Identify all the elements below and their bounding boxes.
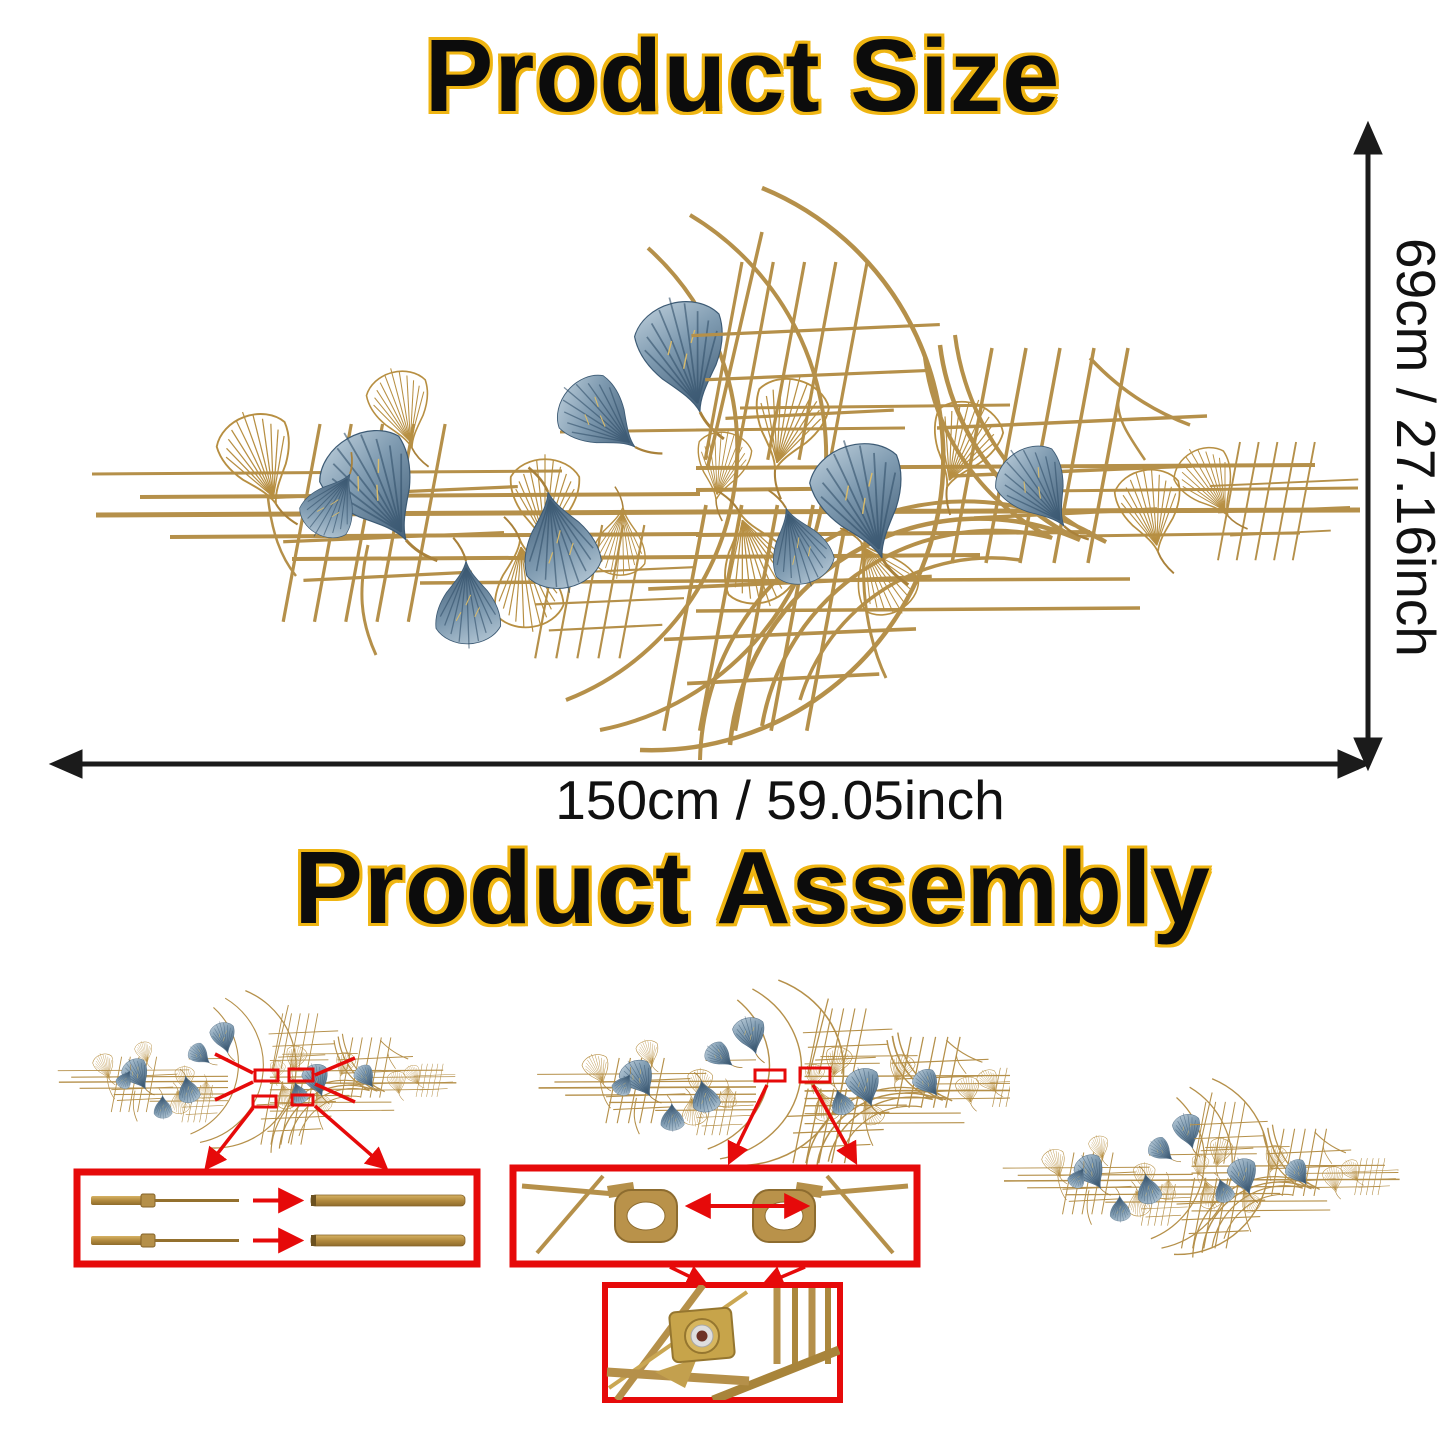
assembly-step2-image [509, 958, 1010, 1403]
arrow-up-icon [1353, 120, 1383, 155]
height-dimension-arrow [1353, 120, 1383, 772]
connector-highlight-boxes [753, 1066, 832, 1084]
arrow-right-icon [1337, 749, 1372, 779]
product-size-title: Product Size [424, 18, 1061, 133]
product-assembly-title: Product Assembly [294, 830, 1211, 945]
bolt-connection-detail-box [602, 1282, 843, 1403]
rod-pair-top [91, 1187, 466, 1214]
height-dimension-label: 69cm / 27.16inch [1385, 238, 1445, 657]
split-right-half [787, 999, 1010, 1173]
rod-connection-detail-box [73, 1168, 481, 1268]
red-pointer-lines [204, 1052, 389, 1171]
rod-pair-bottom [91, 1227, 466, 1254]
arrow-down-icon [1353, 737, 1383, 772]
product-image [40, 150, 1360, 790]
red-pointer-lines-lower [669, 1265, 806, 1288]
connector-highlight-boxes [251, 1067, 315, 1109]
width-dimension-arrow [48, 749, 1372, 779]
red-pointer-lines [727, 1084, 858, 1166]
bolt-photo [606, 1285, 840, 1400]
assembled-product-image [1000, 1052, 1432, 1294]
hook-connection-detail-box [509, 1164, 921, 1268]
width-dimension-label: 150cm / 59.05inch [555, 769, 1005, 831]
assembly-step1-image [55, 970, 481, 1268]
arrow-left-icon [48, 749, 83, 779]
